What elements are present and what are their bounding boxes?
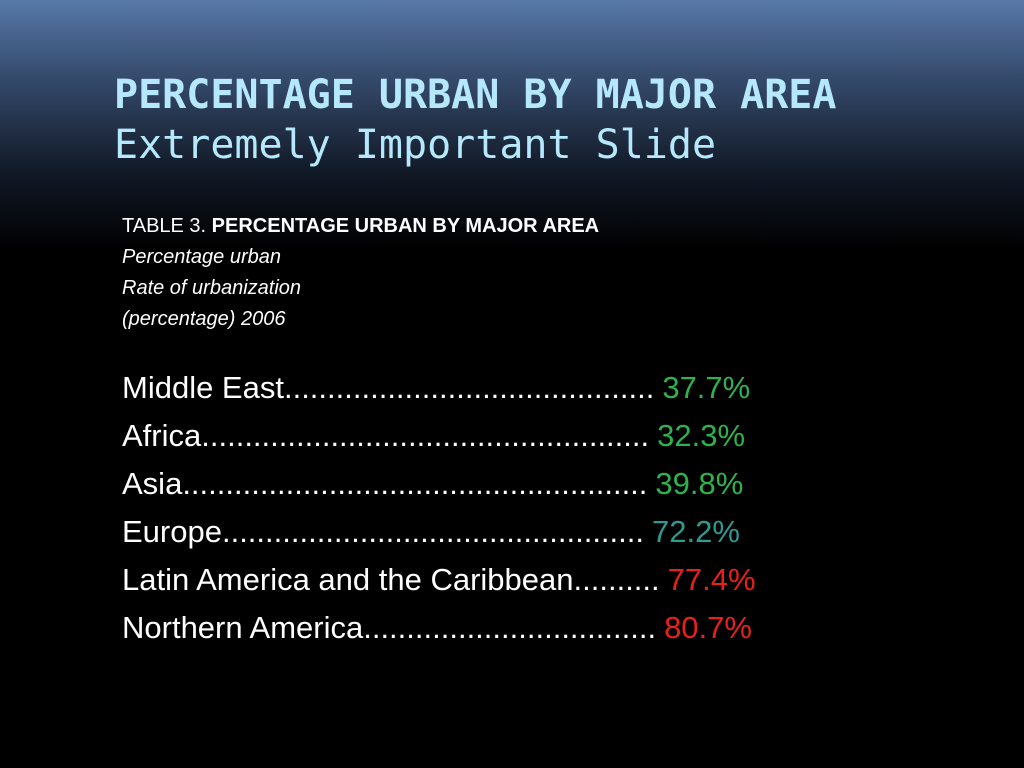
table-caption: TABLE 3. PERCENTAGE URBAN BY MAJOR AREA … xyxy=(122,211,599,335)
region-row: Asia ...................................… xyxy=(122,460,922,508)
dot-leader: ........................................… xyxy=(283,370,655,405)
slide-title-main: PERCENTAGE URBAN BY MAJOR AREA xyxy=(114,72,837,118)
region-value: 72.2% xyxy=(652,514,740,549)
region-name: Latin America and the Caribbean xyxy=(122,562,574,597)
region-row: Middle East.............................… xyxy=(122,364,922,412)
region-value: 37.7% xyxy=(662,370,751,405)
dot-leader: .......... xyxy=(573,562,660,597)
slide-subtitle: Extremely Important Slide xyxy=(114,122,717,168)
region-value: 32.3% xyxy=(657,418,746,453)
table-caption-heading: TABLE 3. PERCENTAGE URBAN BY MAJOR AREA xyxy=(122,211,599,242)
region-value: 80.7% xyxy=(664,610,752,645)
region-name: Europe xyxy=(122,514,222,549)
dot-leader: ........................................… xyxy=(182,466,648,501)
region-value: 39.8% xyxy=(655,466,744,501)
dot-leader: ........................................… xyxy=(201,418,650,453)
region-name: Northern America xyxy=(122,610,364,645)
region-row: Latin America and the Caribbean.........… xyxy=(122,556,922,604)
table-title: PERCENTAGE URBAN BY MAJOR AREA xyxy=(211,215,600,237)
region-row: Northern America........................… xyxy=(122,604,922,652)
caption-line-percentage-urban: Percentage urban xyxy=(122,246,282,268)
region-name: Africa xyxy=(122,418,202,453)
region-row: Europe .................................… xyxy=(122,508,922,556)
dot-leader: ........................................… xyxy=(221,514,644,549)
caption-line-rate-of-urbanization: Rate of urbanization xyxy=(122,277,302,299)
slide-title: PERCENTAGE URBAN BY MAJOR AREA Extremely… xyxy=(114,70,836,170)
region-row: Africa..................................… xyxy=(122,412,922,460)
region-list: Middle East.............................… xyxy=(122,364,922,652)
region-value: 77.4% xyxy=(667,562,756,597)
region-name: Asia xyxy=(122,466,183,501)
caption-line-year: (percentage) 2006 xyxy=(122,308,286,330)
region-name: Middle East xyxy=(122,370,284,405)
table-number: TABLE 3. xyxy=(122,215,212,237)
dot-leader: .................................. xyxy=(363,610,657,645)
